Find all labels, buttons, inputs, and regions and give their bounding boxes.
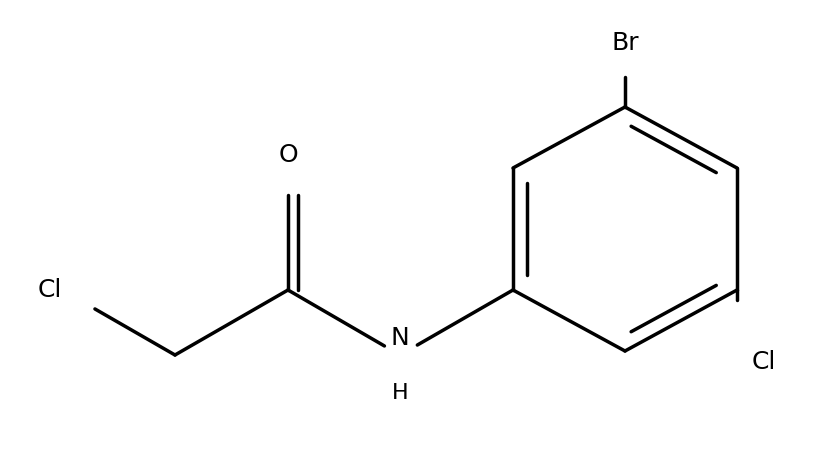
Text: Br: Br [611, 31, 639, 55]
Text: N: N [390, 326, 409, 350]
Text: Cl: Cl [38, 278, 62, 302]
Text: O: O [279, 143, 298, 167]
Text: H: H [392, 383, 409, 403]
Text: Cl: Cl [752, 350, 776, 374]
